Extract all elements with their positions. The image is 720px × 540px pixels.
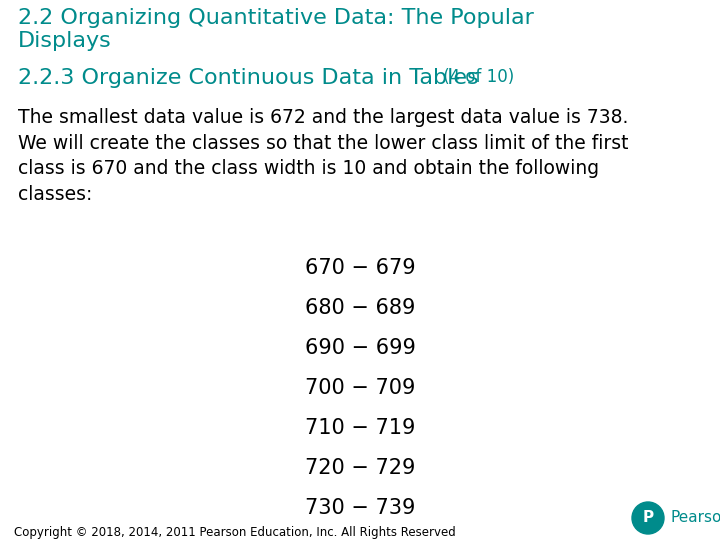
Text: (4 of 10): (4 of 10): [438, 68, 514, 86]
Text: 690 − 699: 690 − 699: [305, 338, 415, 358]
Text: 680 − 689: 680 − 689: [305, 298, 415, 318]
Text: 2.2.3 Organize Continuous Data in Tables: 2.2.3 Organize Continuous Data in Tables: [18, 68, 479, 88]
Text: 2.2 Organizing Quantitative Data: The Popular
Displays: 2.2 Organizing Quantitative Data: The Po…: [18, 8, 534, 51]
Text: 670 − 679: 670 − 679: [305, 258, 415, 278]
Text: The smallest data value is 672 and the largest data value is 738.
We will create: The smallest data value is 672 and the l…: [18, 108, 629, 204]
Text: 730 − 739: 730 − 739: [305, 498, 415, 518]
Text: 720 − 729: 720 − 729: [305, 458, 415, 478]
Text: Pearson: Pearson: [670, 510, 720, 525]
Text: Copyright © 2018, 2014, 2011 Pearson Education, Inc. All Rights Reserved: Copyright © 2018, 2014, 2011 Pearson Edu…: [14, 526, 456, 539]
Text: 700 − 709: 700 − 709: [305, 378, 415, 398]
Circle shape: [632, 502, 664, 534]
Text: 710 − 719: 710 − 719: [305, 418, 415, 438]
Text: P: P: [642, 510, 654, 525]
